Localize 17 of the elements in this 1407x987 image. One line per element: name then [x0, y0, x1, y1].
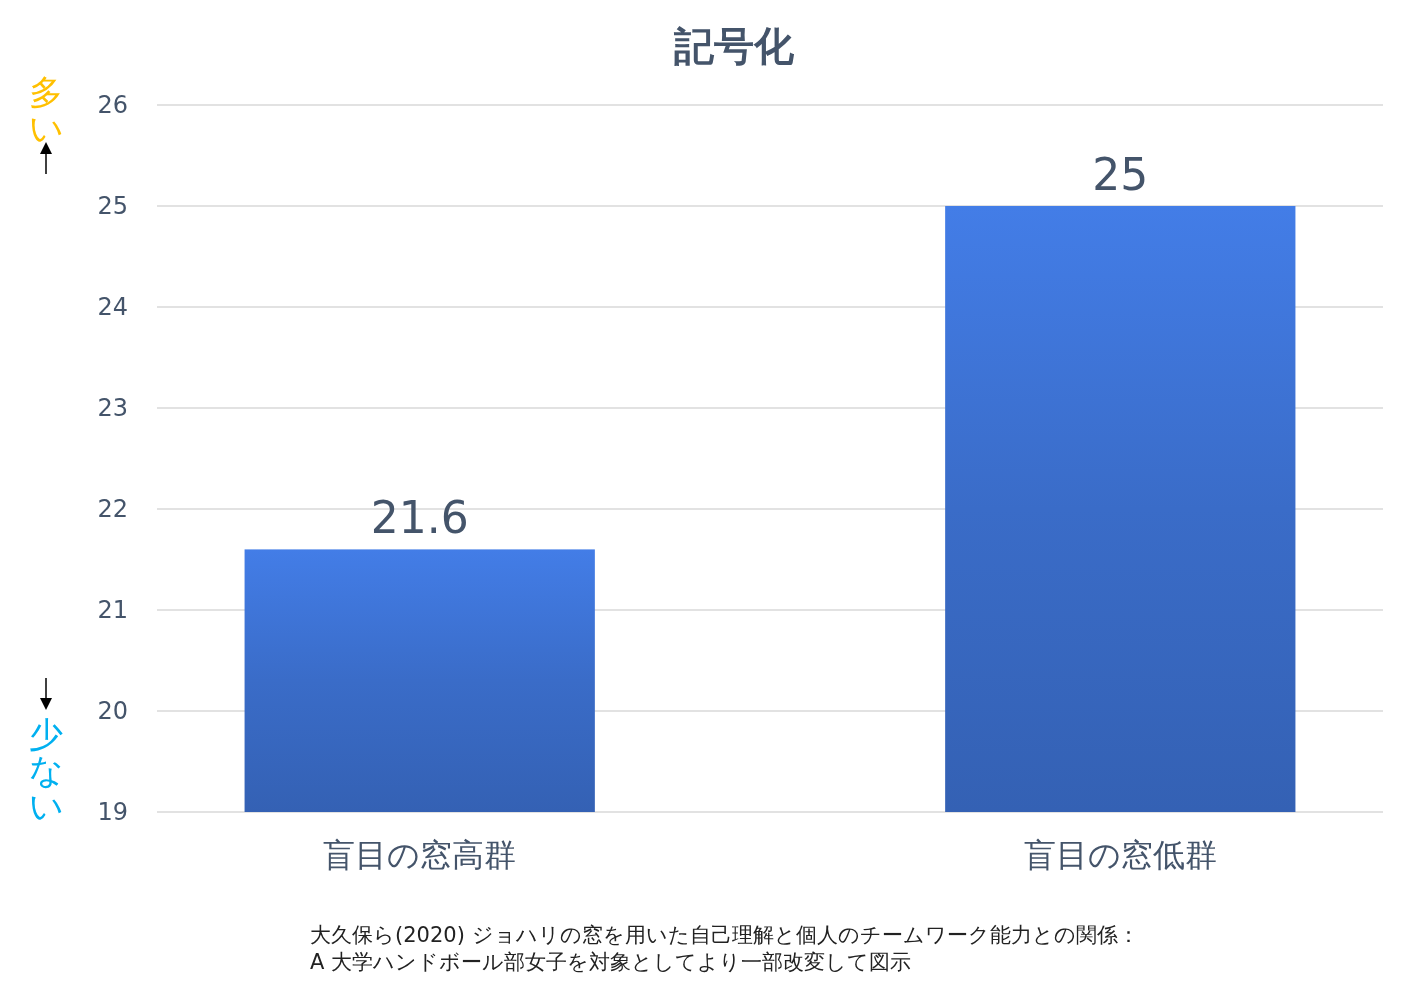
y-tick-label: 20	[97, 697, 128, 726]
chart-title: 記号化	[673, 23, 795, 69]
y-tick-label: 24	[97, 293, 128, 322]
data-label: 25	[1092, 149, 1149, 200]
y-tick-label: 22	[97, 495, 128, 524]
y-tick-label: 19	[97, 798, 128, 827]
data-label: 21.6	[370, 492, 469, 544]
y-tick-label: 23	[97, 394, 128, 423]
text: 大久保ら(2020) ジョハリの窓を用いた自己理解と個人のチームワーク能力との関係：	[310, 923, 1139, 947]
y-tick-label: 25	[97, 192, 128, 221]
text: 少ない	[28, 714, 64, 826]
y-tick-label: 26	[97, 91, 128, 120]
y-tick-label: 21	[97, 596, 128, 625]
text: 多い	[28, 72, 64, 148]
x-tick-label: 盲目の窓低群	[1023, 836, 1217, 874]
x-tick-label: 盲目の窓高群	[323, 836, 517, 874]
text: A 大学ハンドボール部女子を対象としてより一部改変して図示	[310, 950, 912, 974]
